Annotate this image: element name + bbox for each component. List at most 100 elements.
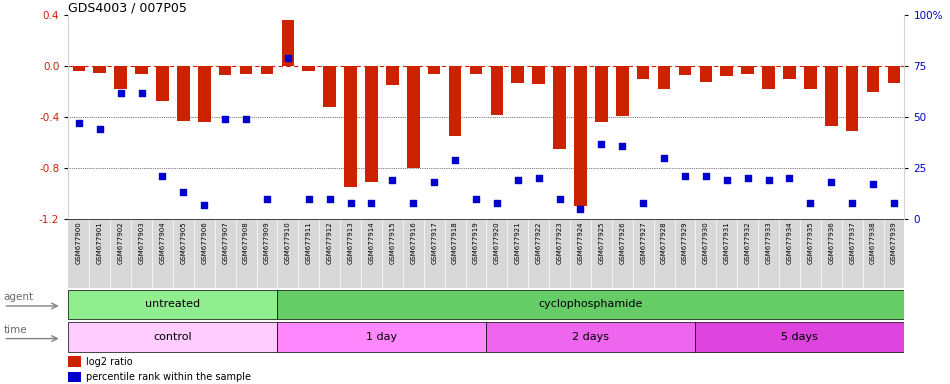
Bar (507, 219, 528, 288)
Bar (490, 66, 504, 114)
Text: GSM677927: GSM677927 (640, 222, 646, 264)
Point (406, 200, 421, 206)
Text: GSM677935: GSM677935 (808, 222, 813, 264)
Bar (846, 66, 859, 131)
Bar (156, 66, 169, 101)
Bar (804, 66, 817, 89)
Text: GSM677903: GSM677903 (139, 222, 144, 265)
Point (824, 179, 839, 185)
Bar (737, 219, 758, 288)
Text: GSM677913: GSM677913 (348, 222, 353, 265)
Bar (595, 66, 608, 122)
Bar (800, 219, 821, 288)
Bar (428, 66, 441, 74)
Bar (110, 219, 131, 288)
Point (489, 200, 504, 206)
Text: GSM677926: GSM677926 (619, 222, 625, 264)
Bar (298, 219, 319, 288)
Bar (177, 66, 190, 121)
Bar (612, 219, 633, 288)
Point (427, 179, 442, 185)
Point (782, 175, 797, 181)
Bar (68, 290, 277, 319)
Text: GSM677928: GSM677928 (661, 222, 667, 264)
Bar (783, 66, 796, 79)
Bar (323, 66, 336, 107)
Text: agent: agent (4, 292, 33, 302)
Bar (93, 66, 106, 73)
Point (531, 175, 546, 181)
Point (719, 177, 734, 183)
Text: 1 day: 1 day (367, 332, 397, 342)
Bar (591, 219, 612, 288)
Bar (239, 66, 253, 74)
Point (92, 126, 107, 132)
Bar (720, 66, 733, 76)
Bar (277, 322, 486, 352)
Point (740, 175, 755, 181)
Text: GDS4003 / 007P05: GDS4003 / 007P05 (68, 1, 187, 14)
Text: percentile rank within the sample: percentile rank within the sample (86, 372, 251, 382)
Bar (407, 66, 420, 168)
Bar (695, 322, 904, 352)
Bar (135, 66, 148, 74)
Bar (570, 219, 591, 288)
Text: GSM677923: GSM677923 (557, 222, 562, 264)
Bar (361, 219, 382, 288)
Bar (636, 66, 650, 79)
Text: GSM677908: GSM677908 (243, 222, 249, 265)
Text: GSM677920: GSM677920 (494, 222, 500, 264)
Text: GSM677916: GSM677916 (410, 222, 416, 265)
Point (447, 157, 463, 163)
Point (636, 200, 651, 206)
Point (259, 195, 275, 202)
Point (113, 89, 128, 96)
Text: GSM677909: GSM677909 (264, 222, 270, 265)
Point (803, 200, 818, 206)
Bar (574, 66, 587, 206)
Point (886, 200, 902, 206)
Bar (68, 356, 81, 367)
Point (197, 202, 212, 208)
Bar (236, 219, 256, 288)
Bar (68, 219, 89, 288)
Bar (657, 66, 671, 89)
Bar (277, 290, 904, 319)
Point (385, 177, 400, 183)
Bar (448, 66, 462, 136)
Text: 2 days: 2 days (573, 332, 609, 342)
Bar (654, 219, 674, 288)
Bar (365, 66, 378, 182)
Point (761, 177, 776, 183)
Bar (486, 219, 507, 288)
Bar (821, 219, 842, 288)
Bar (218, 66, 232, 75)
Bar (532, 66, 545, 84)
Bar (466, 219, 486, 288)
Bar (152, 219, 173, 288)
Text: GSM677907: GSM677907 (222, 222, 228, 265)
Bar (302, 66, 315, 71)
Bar (863, 219, 884, 288)
Bar (616, 66, 629, 116)
Point (134, 89, 149, 96)
Bar (779, 219, 800, 288)
Bar (194, 219, 215, 288)
Bar (762, 66, 775, 89)
Point (552, 195, 567, 202)
Point (845, 200, 860, 206)
Text: GSM677921: GSM677921 (515, 222, 521, 264)
Point (301, 195, 316, 202)
Bar (89, 219, 110, 288)
Point (677, 173, 693, 179)
Text: GSM677917: GSM677917 (431, 222, 437, 265)
Point (615, 142, 630, 149)
Text: GSM677901: GSM677901 (97, 222, 103, 265)
Bar (131, 219, 152, 288)
Text: GSM677924: GSM677924 (578, 222, 583, 264)
Bar (674, 219, 695, 288)
Text: GSM677932: GSM677932 (745, 222, 751, 264)
Bar (758, 219, 779, 288)
Text: GSM677906: GSM677906 (201, 222, 207, 265)
Point (698, 173, 713, 179)
